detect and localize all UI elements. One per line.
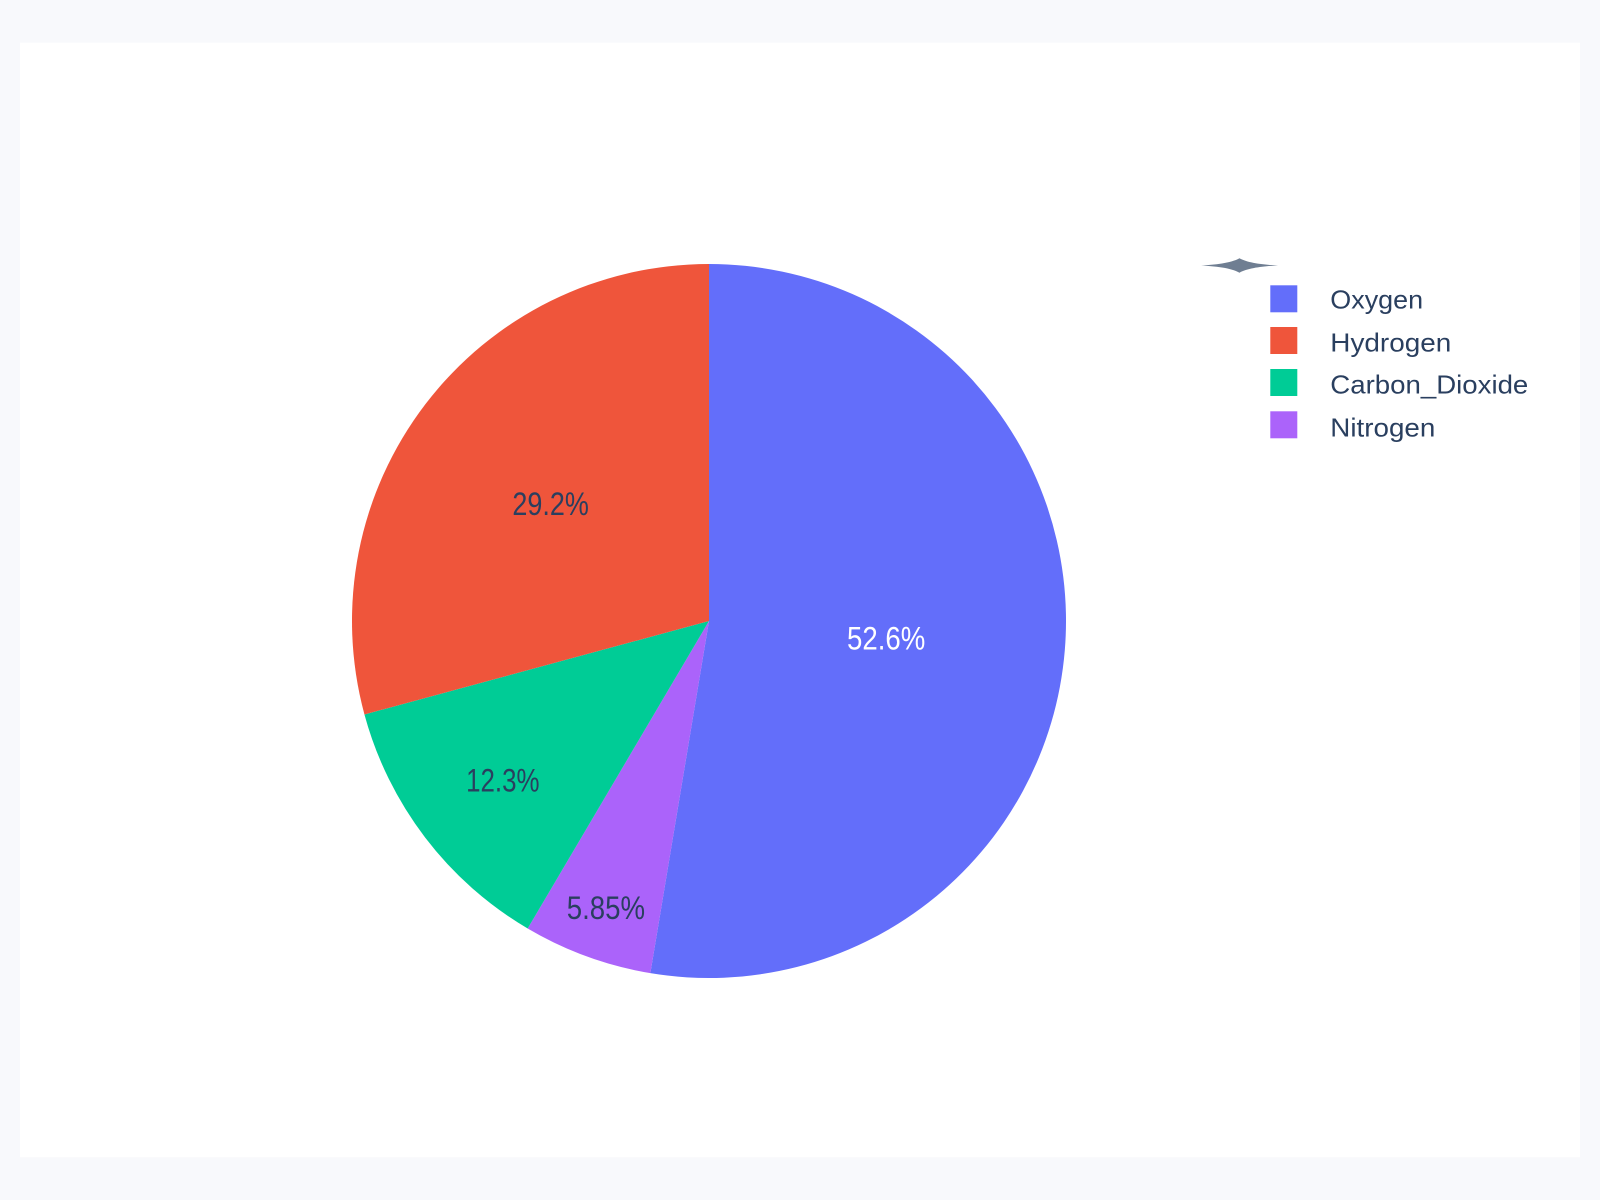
svg-text:5.85%: 5.85% [567,890,645,926]
svg-text:Carbon_Dioxide: Carbon_Dioxide [1330,370,1528,400]
svg-text:Hydrogen: Hydrogen [1330,327,1451,357]
svg-text:29.2%: 29.2% [512,486,589,522]
svg-text:52.6%: 52.6% [847,621,925,657]
svg-text:12.3%: 12.3% [466,763,539,799]
svg-text:Nitrogen: Nitrogen [1330,412,1435,442]
svg-text:Oxygen: Oxygen [1330,285,1423,315]
